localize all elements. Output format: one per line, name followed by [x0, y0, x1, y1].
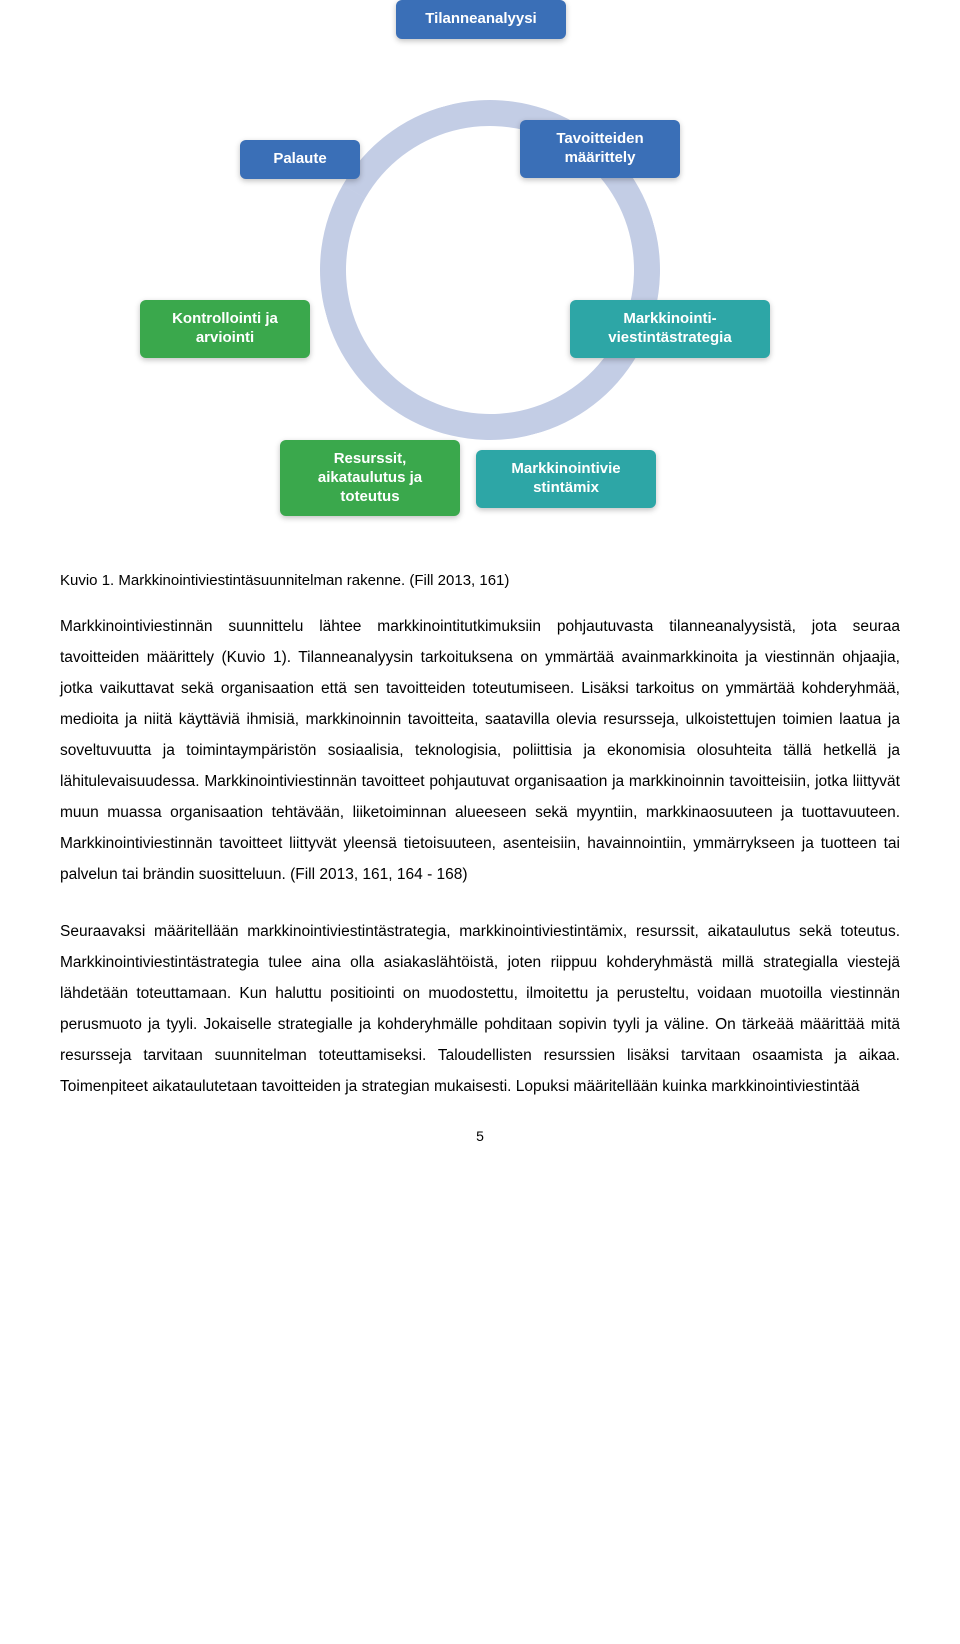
body-paragraph-2: Seuraavaksi määritellään markkinointivie…: [60, 916, 900, 1102]
figure-caption: Kuvio 1. Markkinointiviestintäsuunnitelm…: [60, 572, 900, 589]
body-paragraph-1: Markkinointiviestinnän suunnittelu lähte…: [60, 611, 900, 890]
cycle-node-kontrollointi: Kontrollointi jaarviointi: [140, 300, 310, 358]
cycle-node-markkinointiviestinta: Markkinointi-viestintästrategia: [570, 300, 770, 358]
cycle-node-tilanneanalyysi: Tilanneanalyysi: [396, 0, 566, 39]
cycle-node-tavoitteiden: Tavoitteidenmäärittely: [520, 120, 680, 178]
page-number: 5: [60, 1128, 900, 1144]
cycle-node-markkinointimix: Markkinointiviestintämix: [476, 450, 656, 508]
cycle-node-resurssit: Resurssit,aikataulutus jatoteutus: [280, 440, 460, 516]
cycle-diagram: Tilanneanalyysi Tavoitteidenmäärittely Mar…: [120, 0, 840, 560]
cycle-node-palaute: Palaute: [240, 140, 360, 179]
